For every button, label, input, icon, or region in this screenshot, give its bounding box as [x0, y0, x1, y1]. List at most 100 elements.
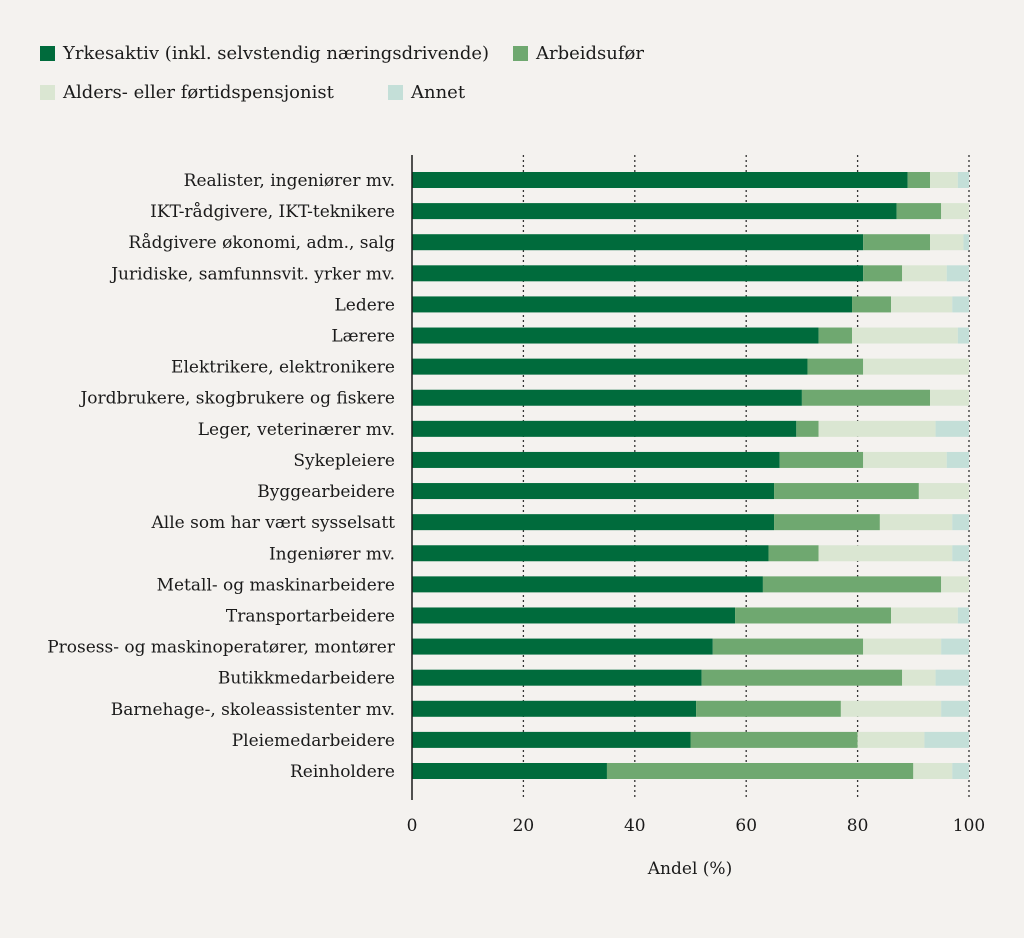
bar-segment-yrkesaktiv	[412, 172, 908, 188]
category-label: Sykepleiere	[293, 451, 395, 471]
bar-segment-pensjonist	[918, 483, 969, 500]
bar-segment-yrkesaktiv	[412, 763, 607, 779]
bar-segment-yrkesaktiv	[412, 234, 864, 251]
bar-segment-arbeidsufor	[735, 607, 892, 624]
bar-segment-annet	[946, 265, 969, 282]
bar-segment-yrkesaktiv	[412, 358, 808, 375]
bar-segment-pensjonist	[930, 389, 969, 406]
x-tick-label: 80	[847, 816, 869, 836]
bar-segment-pensjonist	[941, 203, 969, 220]
bar-segment-pensjonist	[891, 607, 958, 624]
legend-item-pensjonist: Alders- eller førtidspensjonist	[40, 82, 334, 103]
bar-segment-yrkesaktiv	[412, 389, 802, 406]
bar-segment-arbeidsufor	[779, 451, 864, 468]
category-label: Byggearbeidere	[257, 482, 395, 502]
bar-segment-pensjonist	[879, 514, 953, 531]
bar-segment-pensjonist	[818, 545, 953, 562]
bar-segment-arbeidsufor	[863, 234, 931, 251]
category-label: IKT-rådgivere, IKT-teknikere	[150, 202, 395, 222]
bar-segment-annet	[963, 234, 969, 251]
bar-segment-pensjonist	[863, 358, 969, 375]
category-label: Reinholdere	[290, 762, 395, 782]
bar-segment-yrkesaktiv	[412, 203, 897, 220]
bar-segment-arbeidsufor	[796, 420, 819, 437]
category-label: Jordbrukere, skogbrukere og fiskere	[78, 389, 395, 409]
bar-segment-yrkesaktiv	[412, 731, 691, 748]
legend-item-arbeidsufor: Arbeidsufør	[513, 43, 644, 64]
bar-segment-pensjonist	[852, 327, 958, 344]
bar-segment-pensjonist	[891, 296, 953, 313]
category-label: Juridiske, samfunnsvit. yrker mv.	[109, 264, 395, 284]
x-tick-labels: 0 20 40 60 80 100	[407, 816, 986, 836]
bar-segment-annet	[946, 451, 969, 468]
bar-segment-annet	[941, 638, 969, 655]
bar-segment-annet	[952, 514, 969, 531]
bars	[412, 172, 969, 779]
bar-segment-yrkesaktiv	[412, 638, 713, 655]
bar-segment-arbeidsufor	[774, 483, 919, 500]
bar-segment-annet	[952, 296, 969, 313]
bar-segment-arbeidsufor	[807, 358, 864, 375]
bar-segment-pensjonist	[818, 420, 936, 437]
bar-segment-annet	[952, 763, 969, 779]
legend-swatch	[388, 85, 403, 100]
bar-segment-arbeidsufor	[696, 700, 841, 717]
bar-segment-yrkesaktiv	[412, 451, 780, 468]
x-tick-label: 60	[735, 816, 757, 836]
bar-segment-arbeidsufor	[774, 514, 880, 531]
bar-segment-annet	[957, 172, 969, 188]
category-label: Realister, ingeniører mv.	[184, 171, 395, 191]
legend-label: Annet	[411, 82, 466, 103]
category-label: Lærere	[331, 327, 395, 347]
bar-segment-pensjonist	[913, 763, 953, 779]
bar-segment-yrkesaktiv	[412, 327, 819, 344]
bar-segment-annet	[935, 669, 969, 686]
category-label: Butikkmedarbeidere	[218, 669, 395, 689]
category-label: Ledere	[335, 295, 395, 315]
bar-segment-arbeidsufor	[768, 545, 819, 562]
bar-segment-pensjonist	[857, 731, 925, 748]
bar-segment-annet	[924, 731, 969, 748]
legend-swatch	[40, 46, 55, 61]
bar-segment-arbeidsufor	[896, 203, 942, 220]
bar-segment-yrkesaktiv	[412, 607, 736, 624]
category-label: Pleiemedarbeidere	[232, 731, 395, 751]
bar-segment-annet	[957, 607, 969, 624]
bar-segment-annet	[935, 420, 969, 437]
bar-segment-pensjonist	[863, 638, 942, 655]
bar-segment-arbeidsufor	[690, 731, 858, 748]
bar-segment-pensjonist	[902, 669, 936, 686]
category-label: Metall- og maskinarbeidere	[157, 575, 395, 595]
bar-segment-arbeidsufor	[606, 763, 914, 779]
bar-segment-arbeidsufor	[701, 669, 903, 686]
x-tick-label: 40	[624, 816, 646, 836]
legend-swatch	[513, 46, 528, 61]
bar-segment-yrkesaktiv	[412, 669, 702, 686]
bar-segment-annet	[952, 545, 969, 562]
bar-segment-yrkesaktiv	[412, 296, 853, 313]
x-tick-label: 20	[513, 816, 535, 836]
category-label: Alle som har vært sysselsatt	[151, 513, 396, 533]
legend-swatch	[40, 85, 55, 100]
bar-segment-pensjonist	[941, 576, 969, 593]
legend-label: Arbeidsufør	[536, 43, 644, 64]
bar-segment-yrkesaktiv	[412, 545, 769, 562]
bar-segment-yrkesaktiv	[412, 420, 797, 437]
bar-segment-arbeidsufor	[762, 576, 942, 593]
bar-segment-pensjonist	[930, 234, 964, 251]
bar-segment-yrkesaktiv	[412, 700, 697, 717]
category-label: Leger, veterinærer mv.	[198, 420, 395, 440]
bar-segment-arbeidsufor	[818, 327, 853, 344]
x-tick-label: 100	[953, 816, 985, 836]
bar-segment-pensjonist	[930, 172, 958, 188]
bar-segment-arbeidsufor	[712, 638, 864, 655]
bar-segment-annet	[941, 700, 969, 717]
bar-segment-arbeidsufor	[863, 265, 903, 282]
legend-item-annet: Annet	[388, 82, 465, 103]
legend-label: Alders- eller førtidspensjonist	[63, 82, 334, 103]
bar-segment-annet	[957, 327, 969, 344]
legend-item-yrkesaktiv: Yrkesaktiv (inkl. selvstendig næringsdri…	[40, 43, 489, 64]
category-label: Elektrikere, elektronikere	[171, 358, 395, 378]
category-labels: Realister, ingeniører mv. IKT-rådgivere, …	[47, 171, 396, 782]
